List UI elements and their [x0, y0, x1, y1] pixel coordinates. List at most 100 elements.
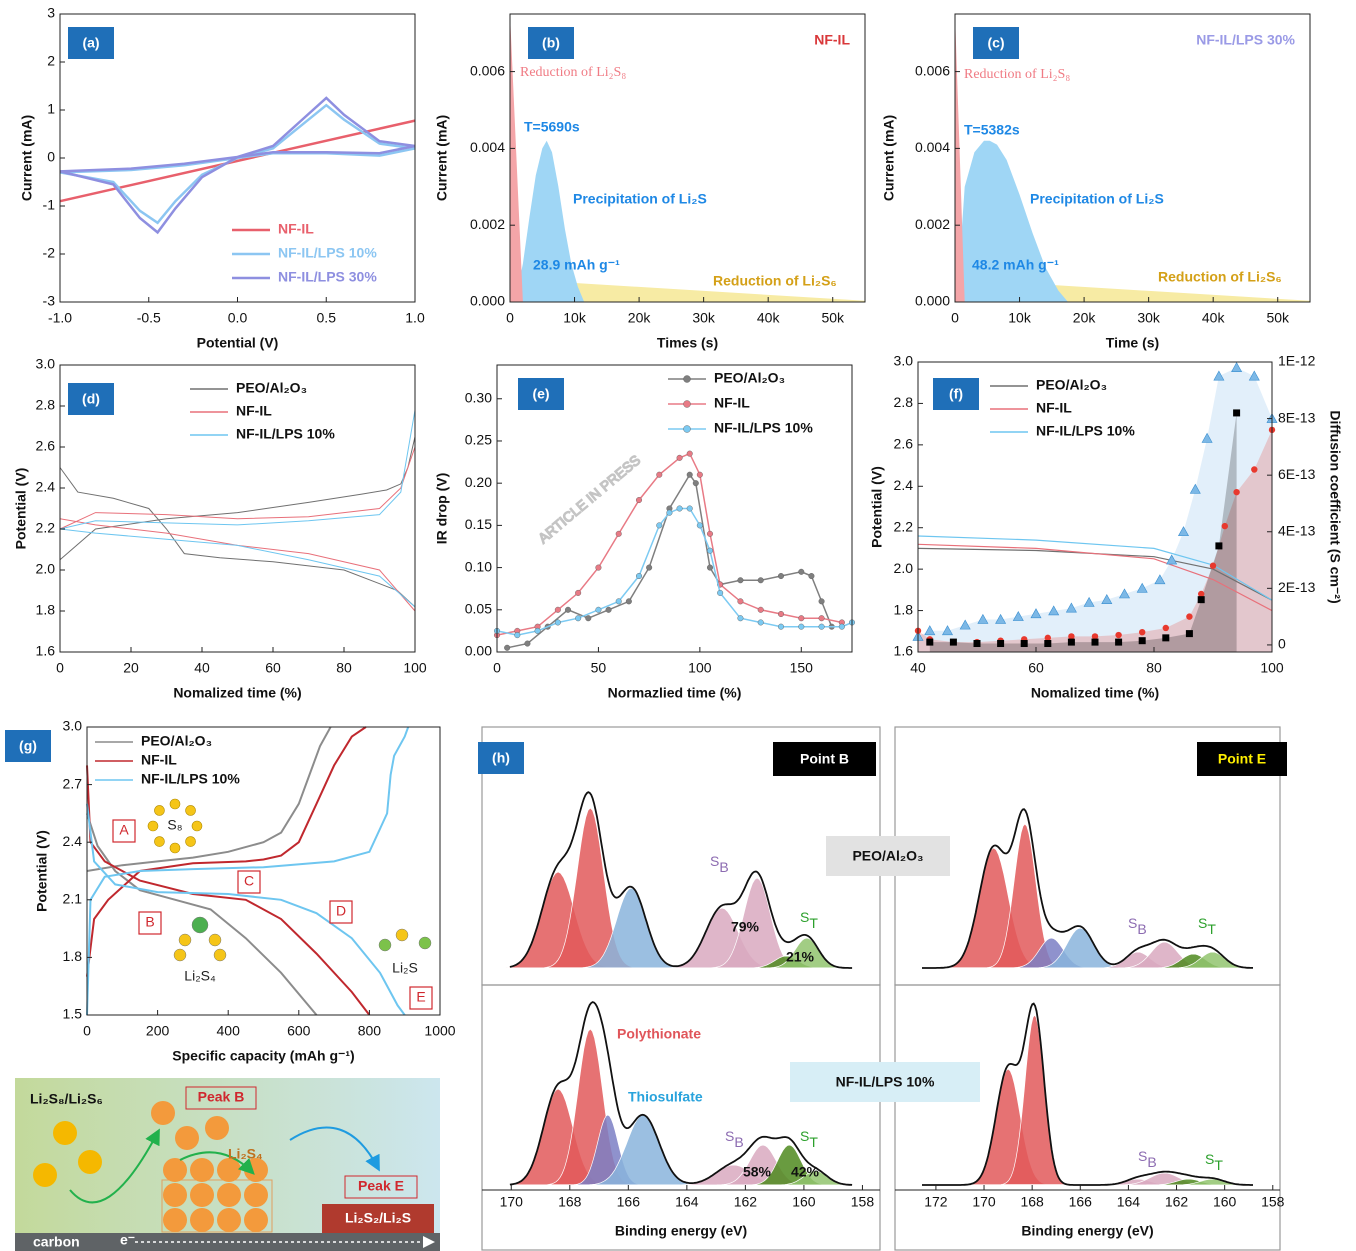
- li2s-particle: [217, 1183, 241, 1207]
- polysulfide: [53, 1121, 77, 1145]
- x-axis-title: Nomalized time (%): [1031, 685, 1159, 701]
- li2s-particle: [244, 1183, 268, 1207]
- marker: [687, 451, 693, 457]
- x-tick-label: 40k: [1202, 310, 1226, 326]
- label-main: S: [710, 853, 719, 869]
- legend-label: NF-IL/LPS 10%: [714, 420, 813, 436]
- legend-label: PEO/Al₂O₃: [714, 370, 785, 386]
- x-tick-label: 400: [217, 1023, 241, 1039]
- legend-label: NF-IL/LPS 10%: [1036, 423, 1135, 439]
- annotation: C: [244, 873, 254, 889]
- y-tick-label: 2.4: [63, 833, 83, 849]
- marker: [1139, 629, 1145, 635]
- marker: [656, 523, 662, 529]
- x-tick-label: 200: [146, 1023, 170, 1039]
- y-tick-label: 1.6: [894, 643, 914, 659]
- panel-label: (g): [19, 738, 37, 754]
- x-tick-label: 100: [403, 660, 427, 676]
- marker: [707, 548, 713, 554]
- y-tick-label: 2.8: [894, 394, 914, 410]
- panel-label: (h): [492, 750, 510, 766]
- x-tick-label: 0: [56, 660, 64, 676]
- annotation: S₈: [167, 817, 182, 833]
- area: [510, 14, 523, 302]
- marker: [535, 628, 541, 634]
- marker: [839, 624, 845, 630]
- x-tick-label: 0.0: [228, 310, 248, 326]
- legend-label: NF-IL: [1036, 400, 1072, 416]
- y-tick-label: 2.6: [894, 436, 914, 452]
- li2s-particle: [163, 1183, 187, 1207]
- x-tick-label: 20k: [1073, 310, 1097, 326]
- x-tick-label: 60: [265, 660, 281, 676]
- panel-label: (f): [949, 386, 963, 402]
- x-tick-label: -1.0: [48, 310, 72, 326]
- marker: [596, 607, 602, 613]
- label-main: S: [800, 1128, 809, 1144]
- marker: [697, 472, 703, 478]
- label-sub: B: [1147, 1154, 1156, 1170]
- y-tick-label: 0.25: [465, 432, 492, 448]
- legend-label: PEO/Al₂O₃: [141, 733, 212, 749]
- marker: [926, 639, 933, 646]
- panel-label: (c): [987, 35, 1004, 51]
- y-tick-label: 0.004: [915, 139, 950, 155]
- area-label: Precipitation of Li₂S: [573, 191, 707, 207]
- y2-tick-label: 0: [1278, 636, 1286, 652]
- marker: [738, 599, 744, 605]
- marker: [1186, 630, 1193, 637]
- x-tick-label: 0: [506, 310, 514, 326]
- li2s-particle: [244, 1208, 268, 1232]
- x-tick-label: 100: [1260, 660, 1284, 676]
- atom: [174, 949, 186, 961]
- marker: [738, 615, 744, 621]
- legend-marker: [684, 401, 691, 408]
- x-tick-label: 162: [734, 1194, 758, 1210]
- component-label: ST: [800, 1128, 818, 1150]
- atom: [419, 937, 431, 949]
- x-tick-label: 40: [194, 660, 210, 676]
- li2s-particle: [190, 1208, 214, 1232]
- panel-label: (a): [82, 35, 99, 51]
- marker: [667, 510, 673, 516]
- legend-label: NF-IL: [714, 395, 750, 411]
- x-tick-label: 0.5: [317, 310, 337, 326]
- y-tick-label: -1: [43, 197, 56, 213]
- watermark: ARTICLE IN PRESS: [535, 452, 643, 547]
- y-axis-title: Potential (V): [34, 830, 50, 912]
- annotation: 42%: [791, 1164, 820, 1180]
- marker: [636, 573, 642, 579]
- y-tick-label: 0.00: [465, 643, 492, 659]
- y-tick-label: 2.8: [36, 397, 56, 413]
- legend-label: NF-IL: [278, 221, 314, 237]
- marker: [656, 472, 662, 478]
- label-sub: T: [1214, 1157, 1223, 1173]
- sulfur-atom: [192, 821, 202, 831]
- intermediate-label: Li₂S₄: [228, 1146, 263, 1162]
- marker: [565, 607, 571, 613]
- marker: [1115, 639, 1122, 646]
- x-tick-label: 170: [972, 1194, 996, 1210]
- point-label: Point E: [1218, 751, 1266, 767]
- x-tick-label: 80: [1146, 660, 1162, 676]
- x-axis-title: Times (s): [657, 335, 718, 351]
- li2s-particle: [190, 1183, 214, 1207]
- marker: [1162, 634, 1169, 641]
- marker: [819, 615, 825, 621]
- label-main: S: [800, 909, 809, 925]
- label-sub: B: [719, 859, 728, 875]
- marker: [798, 624, 804, 630]
- y-tick-label: 3.0: [63, 718, 83, 734]
- electron-label: e⁻: [120, 1232, 135, 1248]
- y-tick-label: 0.006: [915, 62, 950, 78]
- y-axis-title: Current (mA): [19, 115, 35, 201]
- component-label: ST: [800, 909, 818, 931]
- annotation: A: [119, 822, 129, 838]
- series-line: [60, 105, 415, 223]
- label-sub: T: [809, 915, 818, 931]
- y-tick-label: 0.30: [465, 389, 492, 405]
- li2s4-particle: [205, 1116, 229, 1140]
- peak-label: Peak E: [358, 1178, 404, 1194]
- marker: [707, 531, 713, 537]
- component-label: ST: [1198, 915, 1216, 937]
